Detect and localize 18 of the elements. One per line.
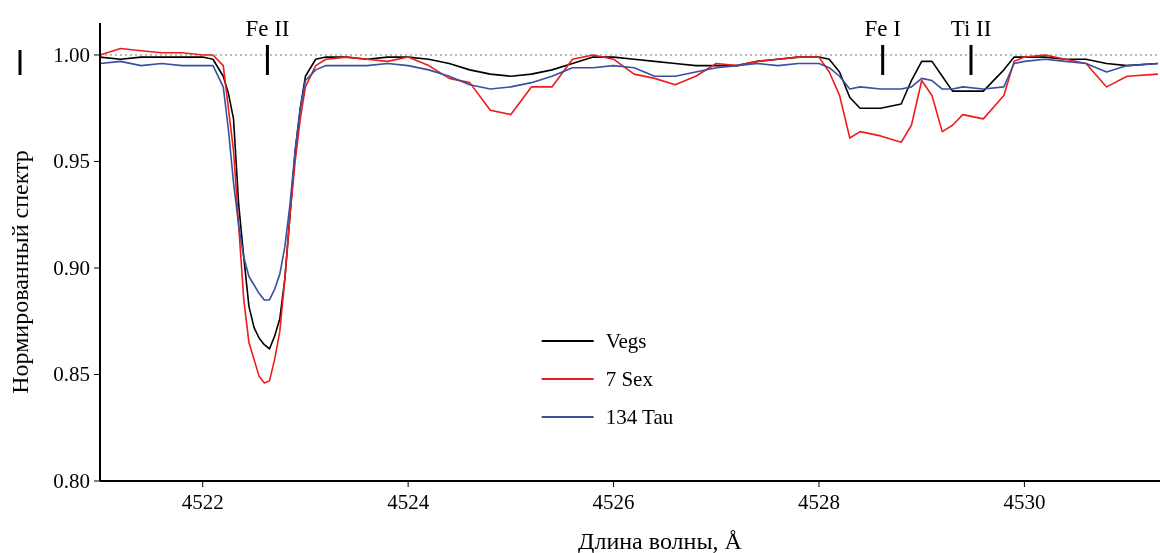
- y-tick-label: 0.90: [53, 255, 90, 280]
- legend-label: 7 Sex: [605, 367, 654, 391]
- x-tick-label: 4524: [387, 490, 430, 514]
- y-tick-label: 1.00: [53, 42, 90, 67]
- y-tick-label: 0.95: [53, 149, 90, 174]
- x-tick-label: 4526: [592, 490, 635, 514]
- y-tick-label: 0.85: [53, 362, 90, 387]
- x-tick-label: 4522: [181, 490, 224, 514]
- line-series: [99, 58, 1159, 301]
- annotation: Ti II: [950, 15, 992, 41]
- legend-label: 134 Tau: [605, 405, 674, 429]
- y-tick-label: 0.80: [53, 469, 90, 493]
- x-tick-label: 4530: [1003, 490, 1046, 514]
- x-tick-label: 4528: [797, 490, 840, 514]
- y-axis-title: Нормированный спектр: [7, 150, 33, 394]
- annotation: Fe II: [245, 15, 290, 41]
- legend-label: Vegs: [605, 329, 647, 353]
- annotation: Fe I: [864, 15, 901, 41]
